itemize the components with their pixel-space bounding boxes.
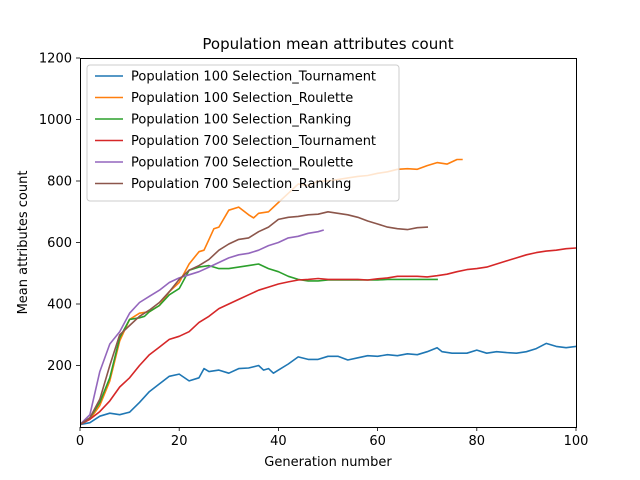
legend: Population 100 Selection_Tournament Popul… [86,64,400,202]
series-line-3 [80,247,576,426]
series-lines [80,158,576,426]
y-tick-label: 600 [47,236,72,251]
series-line-4 [80,229,324,426]
legend-box [86,64,400,202]
y-tick-label: 1000 [39,113,72,128]
y-tick-label: 1200 [39,52,72,67]
y-axis-label: Mean attributes count [16,171,31,315]
x-tick-label: 60 [369,434,386,449]
x-tick-label: 100 [564,434,589,449]
legend-label-0: Population 100 Selection_Tournament [131,70,376,85]
y-tick-label: 800 [47,175,72,190]
x-tick-label: 80 [469,434,486,449]
legend-label-5: Population 700 Selection_Ranking [131,177,351,192]
x-tick-label: 20 [171,434,188,449]
chart-title: Population mean attributes count [202,35,453,53]
legend-label-4: Population 700 Selection_Roulette [131,156,353,171]
x-axis-label: Generation number [264,455,392,470]
legend-label-1: Population 100 Selection_Roulette [131,91,353,106]
y-tick-label: 200 [47,359,72,374]
legend-label-3: Population 700 Selection_Tournament [131,134,376,149]
x-tick-label: 0 [76,434,84,449]
series-line-0 [80,342,576,426]
x-tick-label: 40 [270,434,287,449]
y-tick-label: 400 [47,298,72,313]
series-line-2 [80,263,438,426]
plot-frame [80,58,577,428]
legend-label-2: Population 100 Selection_Ranking [131,113,351,128]
axis-ticks: 0 20 40 60 80 100 200 400 600 800 1000 1200 [39,52,589,450]
series-line-5 [80,211,429,426]
